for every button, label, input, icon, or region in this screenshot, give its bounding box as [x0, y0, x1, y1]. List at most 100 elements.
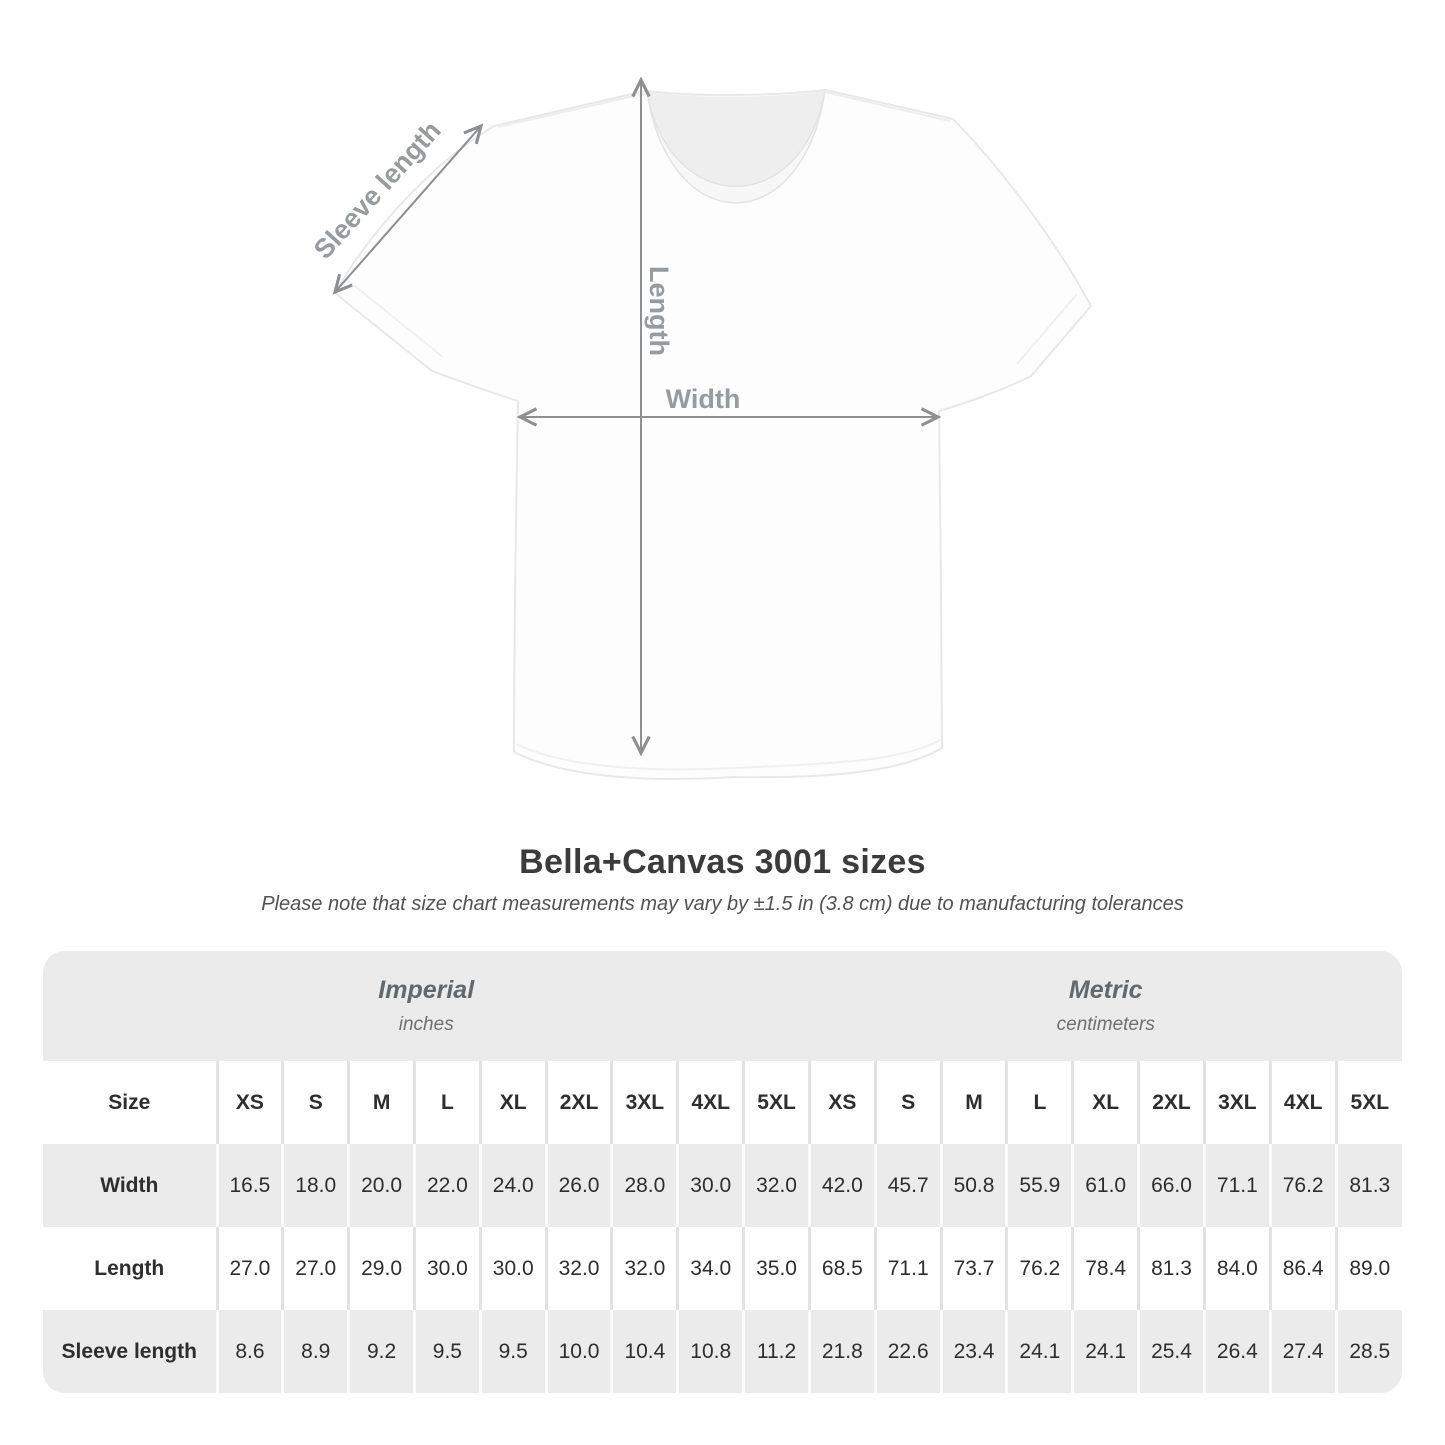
- sleeve-imperial-value: 8.6: [215, 1310, 283, 1393]
- width-imperial-value: 18.0: [281, 1144, 349, 1227]
- tshirt-neck-opening: [647, 91, 825, 187]
- sleeve-length-row-label: Sleeve length: [61, 1339, 197, 1363]
- page-title: Bella+Canvas 3001 sizes: [519, 843, 926, 881]
- unit-group-header-row: Imperial inches Metric centimeters: [43, 951, 1402, 1061]
- tshirt-shoulder-seam-left: [497, 92, 648, 128]
- size-header-metric: 3XL: [1202, 1061, 1271, 1144]
- sleeve-imperial-value: 10.8: [676, 1310, 744, 1393]
- size-header-metric: XS: [807, 1061, 876, 1144]
- width-metric-value: 50.8: [939, 1144, 1007, 1227]
- length-metric-value: 81.3: [1137, 1227, 1205, 1310]
- sleeve-length-row: Sleeve length 8.6 8.9 9.2 9.5 9.5 10.0 1…: [43, 1310, 1402, 1393]
- length-imperial-value: 30.0: [478, 1227, 547, 1310]
- metric-group-label: Metric: [1068, 976, 1143, 1004]
- width-metric-value: 76.2: [1268, 1144, 1337, 1227]
- sleeve-imperial-value: 10.4: [610, 1310, 678, 1393]
- length-imperial-value: 32.0: [610, 1227, 678, 1310]
- sleeve-imperial-value: 9.5: [412, 1310, 481, 1393]
- tshirt-collar-band: [646, 90, 826, 204]
- imperial-group-header: Imperial inches: [43, 951, 810, 1061]
- width-metric-value: 61.0: [1071, 1144, 1139, 1227]
- length-imperial-value: 27.0: [215, 1227, 283, 1310]
- sleeve-metric-value: 21.8: [807, 1310, 876, 1393]
- tshirt-shoulder-seam-right: [824, 91, 951, 122]
- length-metric-value: 68.5: [807, 1227, 876, 1310]
- length-metric-value: 76.2: [1005, 1227, 1073, 1310]
- heading-block: Bella+Canvas 3001 sizes Please note that…: [0, 843, 1445, 916]
- size-table: Imperial inches Metric centimeters Size …: [43, 951, 1402, 1393]
- length-metric-value: 78.4: [1071, 1227, 1139, 1310]
- size-header-imperial: 2XL: [544, 1061, 612, 1144]
- length-imperial-value: 35.0: [742, 1227, 810, 1310]
- width-imperial-value: 20.0: [347, 1144, 415, 1227]
- width-row: Width 16.5 18.0 20.0 22.0 24.0 26.0 28.0…: [43, 1144, 1402, 1227]
- width-metric-value: 66.0: [1137, 1144, 1205, 1227]
- length-imperial-value: 27.0: [281, 1227, 349, 1310]
- width-imperial-value: 16.5: [215, 1144, 283, 1227]
- metric-group-unit: centimeters: [1056, 1014, 1155, 1035]
- width-imperial-value: 22.0: [412, 1144, 481, 1227]
- sleeve-metric-value: 24.1: [1005, 1310, 1073, 1393]
- sleeve-metric-value: 25.4: [1137, 1310, 1205, 1393]
- size-header-imperial: L: [412, 1061, 481, 1144]
- tshirt-cuff-seam-right: [1016, 293, 1078, 365]
- length-metric-value: 86.4: [1268, 1227, 1337, 1310]
- size-header-imperial: 4XL: [676, 1061, 744, 1144]
- width-imperial-value: 24.0: [478, 1144, 547, 1227]
- sleeve-metric-value: 22.6: [873, 1310, 942, 1393]
- size-header-imperial: XL: [478, 1061, 547, 1144]
- sleeve-length-arrow: [332, 123, 484, 295]
- width-imperial-value: 32.0: [742, 1144, 810, 1227]
- size-header-metric: 2XL: [1137, 1061, 1205, 1144]
- sleeve-metric-value: 24.1: [1071, 1310, 1139, 1393]
- size-header-imperial: M: [347, 1061, 415, 1144]
- length-metric-value: 73.7: [939, 1227, 1007, 1310]
- sleeve-metric-value: 28.5: [1334, 1310, 1402, 1393]
- width-imperial-value: 30.0: [676, 1144, 744, 1227]
- length-imperial-value: 29.0: [347, 1227, 415, 1310]
- length-metric-value: 89.0: [1334, 1227, 1402, 1310]
- size-header-metric: XL: [1071, 1061, 1139, 1144]
- width-imperial-value: 28.0: [610, 1144, 678, 1227]
- sleeve-imperial-value: 11.2: [742, 1310, 810, 1393]
- size-header-metric: S: [873, 1061, 942, 1144]
- length-imperial-value: 32.0: [544, 1227, 612, 1310]
- width-metric-value: 71.1: [1202, 1144, 1271, 1227]
- size-header-metric: M: [939, 1061, 1007, 1144]
- size-header-imperial: S: [281, 1061, 349, 1144]
- length-label: Length: [644, 266, 674, 356]
- tshirt-measurement-diagram: Sleeve length Length Width: [308, 76, 1092, 780]
- size-row-label: Size: [108, 1090, 151, 1114]
- sleeve-metric-value: 26.4: [1202, 1310, 1271, 1393]
- size-header-imperial: 3XL: [610, 1061, 678, 1144]
- length-metric-value: 84.0: [1202, 1227, 1271, 1310]
- tolerance-note: Please note that size chart measurements…: [261, 893, 1184, 915]
- length-row: Length 27.0 27.0 29.0 30.0 30.0 32.0 32.…: [43, 1227, 1402, 1310]
- width-imperial-value: 26.0: [544, 1144, 612, 1227]
- width-metric-value: 45.7: [873, 1144, 942, 1227]
- sleeve-imperial-value: 9.2: [347, 1310, 415, 1393]
- width-metric-value: 42.0: [807, 1144, 876, 1227]
- length-row-label: Length: [94, 1256, 165, 1280]
- width-metric-value: 81.3: [1334, 1144, 1402, 1227]
- metric-group-header: Metric centimeters: [809, 951, 1402, 1061]
- size-header-metric: 4XL: [1268, 1061, 1337, 1144]
- imperial-group-label: Imperial: [378, 976, 475, 1004]
- size-header-row: Size XS S M L XL 2XL 3XL 4XL 5XL XS S M …: [43, 1061, 1402, 1144]
- size-table-container: Imperial inches Metric centimeters Size …: [43, 951, 1402, 1393]
- length-imperial-value: 34.0: [676, 1227, 744, 1310]
- sleeve-imperial-value: 9.5: [478, 1310, 547, 1393]
- width-row-label: Width: [100, 1173, 159, 1197]
- imperial-group-unit: inches: [398, 1014, 454, 1035]
- width-metric-value: 55.9: [1005, 1144, 1073, 1227]
- sleeve-metric-value: 27.4: [1268, 1310, 1337, 1393]
- size-header-imperial: 5XL: [742, 1061, 810, 1144]
- sleeve-imperial-value: 10.0: [544, 1310, 612, 1393]
- size-header-metric: 5XL: [1334, 1061, 1402, 1144]
- tshirt-hem-seam: [515, 739, 941, 771]
- width-label: Width: [666, 384, 741, 414]
- length-metric-value: 71.1: [873, 1227, 942, 1310]
- size-header-imperial: XS: [215, 1061, 283, 1144]
- sleeve-imperial-value: 8.9: [281, 1310, 349, 1393]
